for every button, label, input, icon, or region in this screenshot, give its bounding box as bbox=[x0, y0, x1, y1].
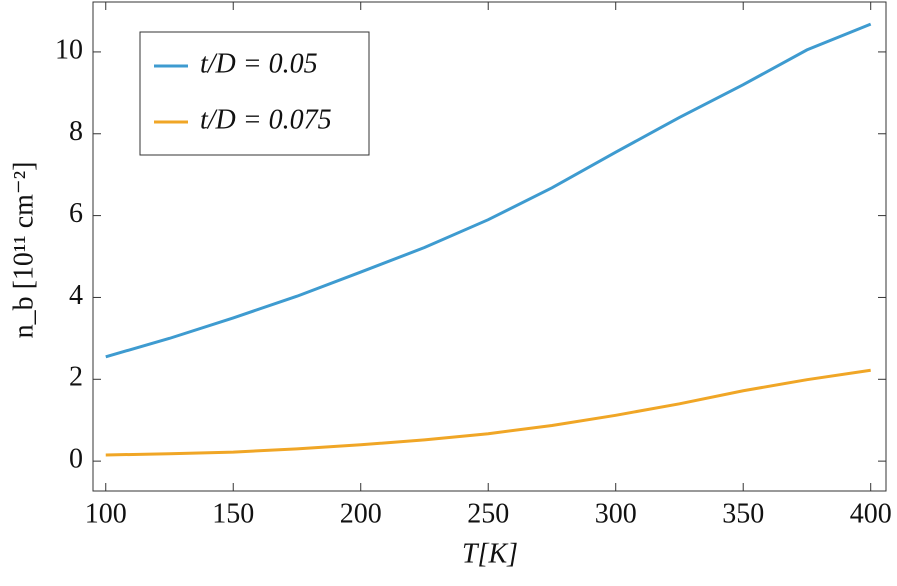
y-tick-label: 2 bbox=[69, 362, 83, 393]
plot-frame bbox=[92, 1, 887, 492]
x-tick-label: 100 bbox=[85, 498, 127, 529]
x-axis-label: T[K] bbox=[462, 538, 518, 569]
y-tick-label: 4 bbox=[69, 280, 83, 311]
y-tick-label: 6 bbox=[69, 198, 83, 229]
y-tick-label: 10 bbox=[55, 34, 83, 65]
x-tick-label: 200 bbox=[340, 498, 382, 529]
legend-label: t/D = 0.075 bbox=[200, 104, 332, 135]
legend-label: t/D = 0.05 bbox=[200, 48, 318, 79]
legend-box bbox=[139, 31, 370, 156]
x-tick-label: 150 bbox=[212, 498, 254, 529]
line-series bbox=[105, 22, 872, 359]
x-tick-label: 400 bbox=[850, 498, 892, 529]
y-tick-label: 8 bbox=[69, 116, 83, 147]
x-tick-label: 250 bbox=[467, 498, 509, 529]
x-tick-label: 300 bbox=[595, 498, 637, 529]
line-series bbox=[105, 368, 871, 457]
x-tick-label: 350 bbox=[722, 498, 764, 529]
y-tick-label: 0 bbox=[69, 444, 83, 475]
y-axis-label: n_b [10¹¹ cm⁻²] bbox=[8, 162, 39, 339]
